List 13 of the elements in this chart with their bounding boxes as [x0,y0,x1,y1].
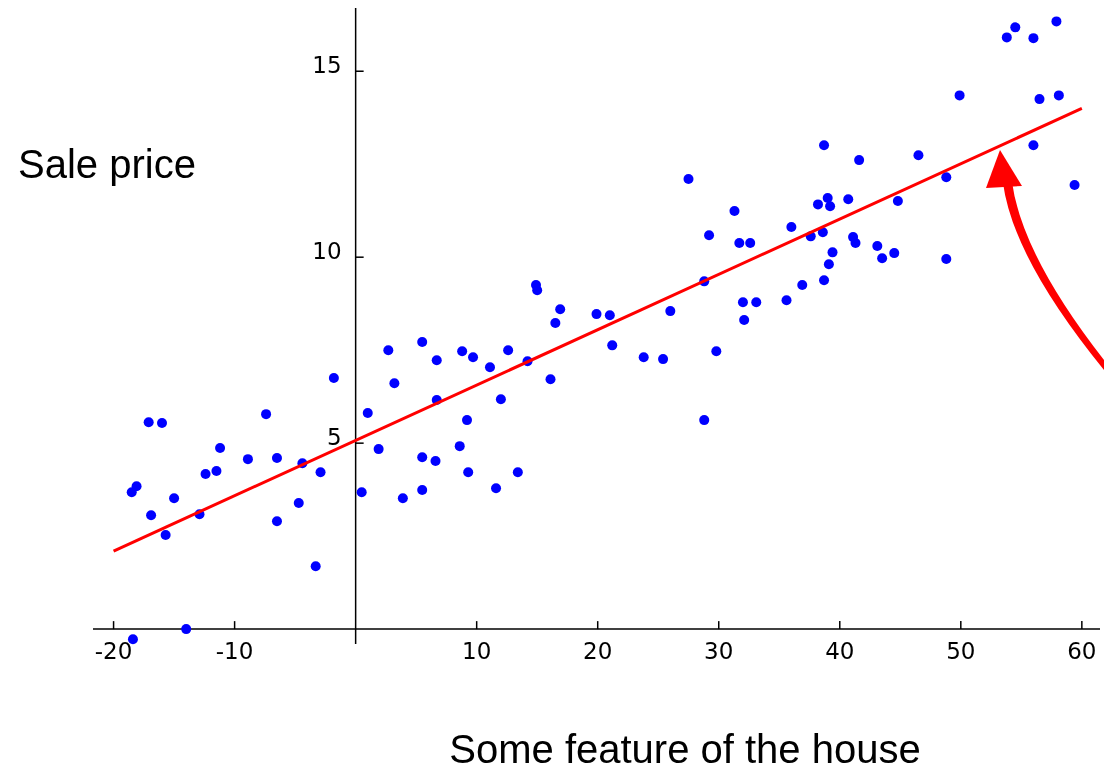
x-tick-label: 50 [946,638,976,665]
x-tick-label: -20 [94,638,133,665]
x-tick-label: 30 [704,638,734,665]
x-axis-title: Some feature of the house [449,727,921,768]
x-tick-label: 60 [1067,638,1097,665]
y-tick-label: 15 [312,52,342,79]
x-tick-label: 40 [825,638,855,665]
y-tick-label: 10 [312,238,342,265]
y-tick-label: 5 [327,424,342,451]
x-tick-label: -10 [215,638,254,665]
x-tick-label: 10 [462,638,492,665]
y-axis-title: Sale price [18,142,196,186]
x-tick-label: 20 [583,638,613,665]
